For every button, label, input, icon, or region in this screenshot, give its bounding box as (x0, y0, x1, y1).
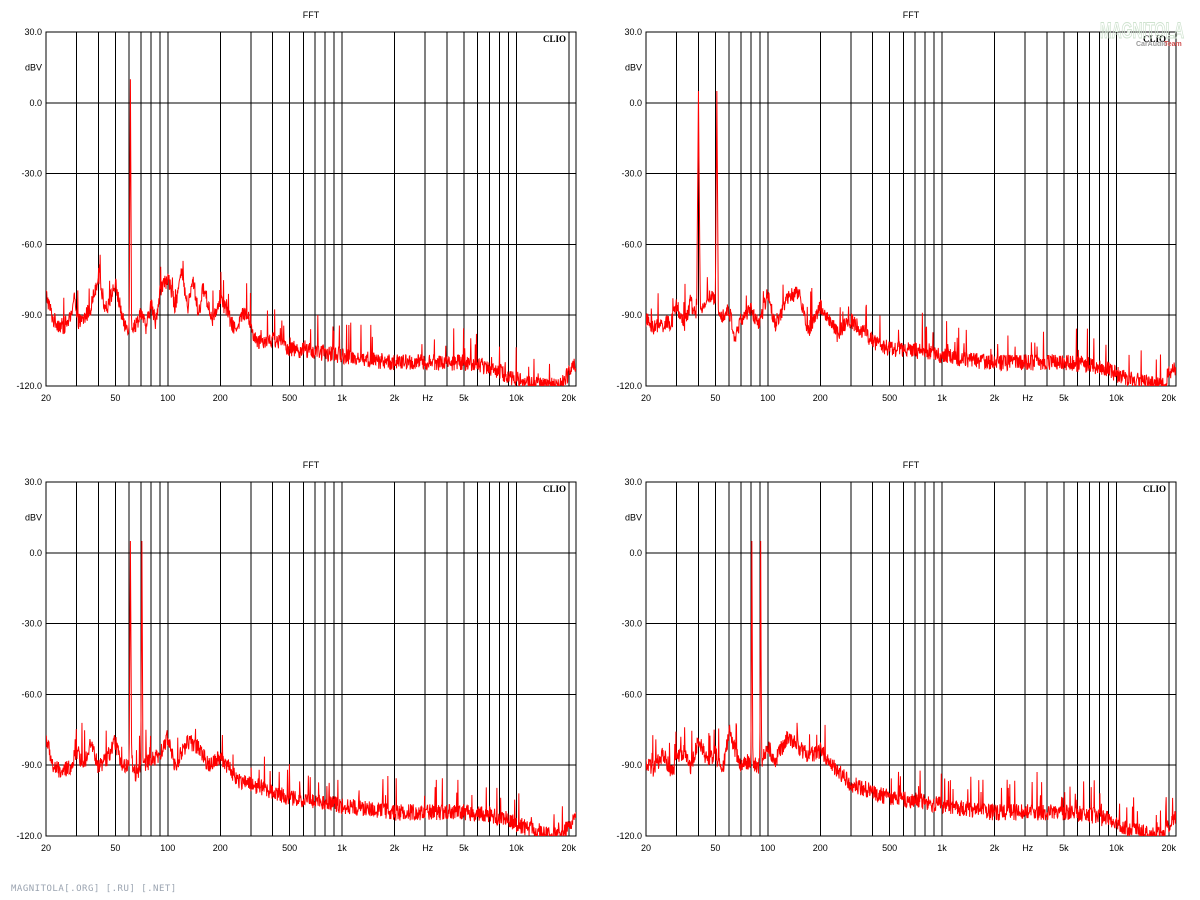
x-tick-label: 5k (1059, 843, 1069, 853)
x-tick-label: 500 (282, 393, 297, 403)
x-tick-label: 50 (710, 843, 720, 853)
x-tick-label: 1k (937, 843, 947, 853)
x-tick-label: 1k (337, 843, 347, 853)
x-tick-label: 100 (160, 843, 175, 853)
watermark-title: MAGNITOLA (1100, 18, 1184, 43)
x-tick-label: 2k (390, 393, 400, 403)
x-tick-label: 10k (1109, 843, 1124, 853)
fft-chart-3: FFT 30.0 0.0 -30.0 -60.0 -90.0 -120.0 dBV 20 50 10… (16, 460, 576, 853)
clio-brand-label: CLIO (543, 34, 566, 44)
x-tick-label: 50 (110, 393, 120, 403)
x-tick-label: 200 (813, 393, 828, 403)
x-tick-label: 200 (213, 843, 228, 853)
x-tick-label: 10k (509, 843, 524, 853)
y-tick-label: 0.0 (629, 98, 642, 108)
y-tick-label: 0.0 (629, 548, 642, 558)
x-tick-label: 20k (1162, 393, 1177, 403)
x-tick-label: 5k (459, 843, 469, 853)
y-tick-label: -60.0 (21, 689, 42, 699)
fft-trace (646, 540, 1176, 836)
y-tick-label: -30.0 (621, 169, 642, 179)
clio-brand-label: CLIO (1143, 484, 1166, 494)
chart-title: FFT (303, 460, 320, 470)
fft-trace (46, 79, 576, 386)
x-tick-label: 20k (1162, 843, 1177, 853)
x-tick-label: 100 (760, 393, 775, 403)
x-axis-label: Hz (1022, 843, 1033, 853)
x-tick-label: 20 (41, 393, 51, 403)
y-tick-label: -30.0 (21, 169, 42, 179)
y-tick-label: 30.0 (24, 27, 42, 37)
x-tick-label: 20k (562, 393, 577, 403)
x-tick-label: 50 (710, 393, 720, 403)
plot-frame (45, 481, 577, 837)
y-tick-label: 0.0 (29, 548, 42, 558)
x-axis-label: Hz (422, 843, 433, 853)
x-tick-label: 20 (641, 393, 651, 403)
y-tick-label: -60.0 (621, 239, 642, 249)
x-tick-label: 20 (41, 843, 51, 853)
watermark-sub1: CarAudio (1136, 41, 1168, 48)
x-tick-label: 500 (282, 843, 297, 853)
y-tick-label: -90.0 (21, 310, 42, 320)
y-tick-label: 30.0 (624, 477, 642, 487)
x-tick-label: 10k (1109, 393, 1124, 403)
plot-frame (45, 31, 577, 387)
y-axis-label: dBV (625, 512, 642, 522)
x-tick-label: 50 (110, 843, 120, 853)
fft-chart-2: FFT 30.0 0.0 -30.0 -60.0 -90.0 -120.0 dBV 20 50 10… (616, 10, 1176, 403)
chart-title: FFT (903, 10, 920, 20)
clio-brand-label: CLIO (1143, 34, 1166, 44)
watermark-sub2: Team (1164, 41, 1182, 48)
x-tick-label: 20k (562, 843, 577, 853)
x-tick-label: 20 (641, 843, 651, 853)
x-axis-label: Hz (422, 393, 433, 403)
x-tick-label: 5k (459, 393, 469, 403)
fft-trace (46, 540, 576, 836)
y-tick-label: -60.0 (21, 239, 42, 249)
y-tick-label: 0.0 (29, 98, 42, 108)
y-tick-label: 30.0 (624, 27, 642, 37)
x-tick-label: 500 (882, 393, 897, 403)
plot-frame (645, 31, 1177, 387)
x-tick-label: 2k (990, 843, 1000, 853)
y-tick-label: -120.0 (16, 381, 42, 391)
x-tick-label: 10k (509, 393, 524, 403)
x-tick-label: 200 (813, 843, 828, 853)
fft-chart-4: FFT 30.0 0.0 -30.0 -60.0 -90.0 -120.0 dBV 20 50 10… (616, 460, 1176, 853)
y-tick-label: -90.0 (21, 760, 42, 770)
x-tick-label: 2k (390, 843, 400, 853)
x-tick-label: 100 (760, 843, 775, 853)
y-axis-label: dBV (625, 62, 642, 72)
x-tick-label: 1k (937, 393, 947, 403)
plot-frame (645, 481, 1177, 837)
x-axis-label: Hz (1022, 393, 1033, 403)
chart-title: FFT (303, 10, 320, 20)
y-tick-label: -120.0 (616, 831, 642, 841)
footer-site-label: MAGNITOLA[.ORG] [.RU] [.NET] (11, 884, 177, 894)
y-tick-label: -90.0 (621, 310, 642, 320)
y-tick-label: 30.0 (24, 477, 42, 487)
fft-trace (646, 90, 1176, 386)
clio-brand-label: CLIO (543, 484, 566, 494)
x-tick-label: 1k (337, 393, 347, 403)
magnitola-watermark-logo: MAGNITOLA CarAudio Team (1100, 18, 1185, 48)
fft-chart-1: FFT 30.0 0.0 -30.0 -60.0 -90.0 -120.0 dBV 20 50 10… (16, 10, 576, 403)
x-tick-label: 5k (1059, 393, 1069, 403)
y-tick-label: -120.0 (16, 831, 42, 841)
x-tick-label: 100 (160, 393, 175, 403)
y-axis-label: dBV (25, 62, 42, 72)
y-tick-label: -60.0 (621, 689, 642, 699)
x-tick-label: 500 (882, 843, 897, 853)
y-tick-label: -120.0 (616, 381, 642, 391)
x-tick-label: 2k (990, 393, 1000, 403)
x-tick-label: 200 (213, 393, 228, 403)
chart-title: FFT (903, 460, 920, 470)
y-tick-label: -90.0 (621, 760, 642, 770)
y-tick-label: -30.0 (21, 619, 42, 629)
y-tick-label: -30.0 (621, 619, 642, 629)
y-axis-label: dBV (25, 512, 42, 522)
